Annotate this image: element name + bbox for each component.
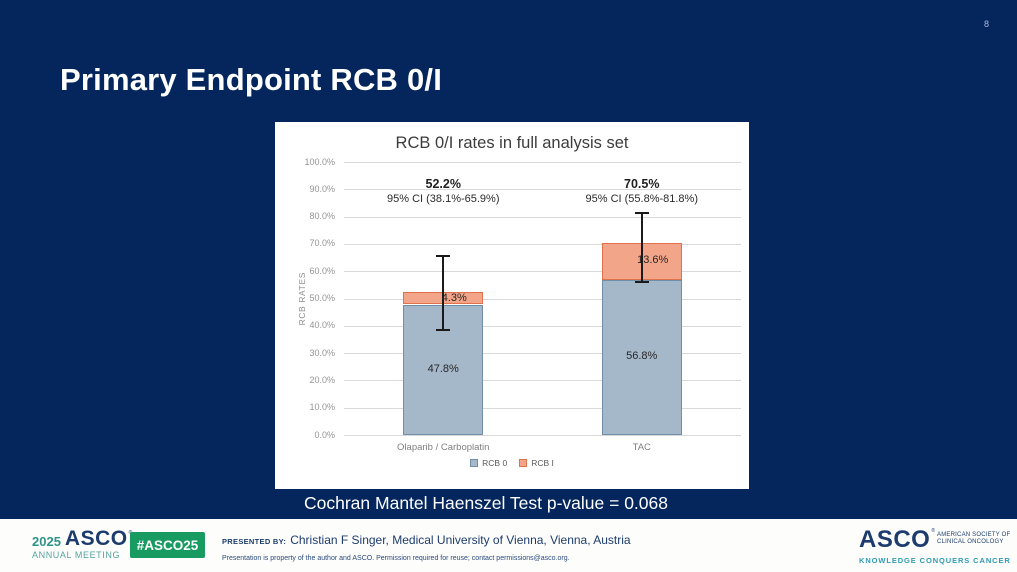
y-tick-label: 60.0%: [309, 265, 335, 276]
asco-annual-meeting-logo: 2025 ASCO ® ANNUAL MEETING: [32, 527, 132, 560]
asco-society-logo: ASCO ® AMERICAN SOCIETY OF CLINICAL ONCO…: [859, 528, 1011, 566]
gridline: [344, 298, 741, 300]
society-logo-row: ASCO ® AMERICAN SOCIETY OF CLINICAL ONCO…: [859, 528, 1011, 552]
meeting-brand: ASCO: [64, 527, 128, 550]
gridline: [344, 216, 741, 218]
segment-value-label: 47.8%: [427, 362, 459, 375]
y-tick-label: 20.0%: [309, 374, 335, 385]
presented-by-label: PRESENTED BY:: [222, 537, 287, 546]
gridline: [344, 435, 741, 436]
error-bar-part: [442, 255, 445, 331]
presented-line: PRESENTED BY: Christian F Singer, Medical…: [222, 531, 631, 549]
bar-segment-rcb0: [601, 279, 682, 435]
segment-value-label: 56.8%: [626, 350, 658, 363]
segment-value-label: 4.3%: [441, 291, 467, 304]
y-tick-label: 90.0%: [309, 183, 335, 194]
society-name-line2: CLINICAL ONCOLOGY: [937, 538, 1004, 545]
gridline: [344, 407, 741, 409]
error-bar-part: [634, 211, 649, 214]
category-label: TAC: [632, 442, 651, 453]
gridline: [344, 189, 741, 191]
category-label: Olaparib / Carboplatin: [397, 442, 490, 453]
p-value-note: Cochran Mantel Haenszel Test p-value = 0…: [304, 493, 668, 513]
segment-value-label: 13.6%: [637, 254, 669, 267]
ci-label: 95% CI (38.1%-65.9%): [387, 193, 500, 205]
y-tick-label: 100.0%: [304, 156, 335, 167]
hashtag-badge: #ASCO25: [130, 532, 205, 558]
society-brand: ASCO: [859, 526, 931, 553]
y-tick-label: 0.0%: [314, 429, 335, 440]
total-value-label: 70.5%: [624, 177, 660, 191]
y-tick-label: 70.0%: [309, 238, 335, 249]
y-tick-label: 80.0%: [309, 211, 335, 222]
total-value-label: 52.2%: [425, 177, 461, 191]
chart-panel: RCB 0/I rates in full analysis set RCB R…: [275, 122, 749, 489]
gridline: [344, 271, 741, 273]
legend-swatch-icon: [519, 459, 528, 467]
y-tick-label: 10.0%: [309, 402, 335, 413]
page-number: 8: [983, 19, 989, 29]
gridline: [344, 380, 741, 382]
slide-title: Primary Endpoint RCB 0/I: [60, 62, 443, 97]
error-bar-part: [436, 255, 451, 258]
error-bar: [634, 211, 649, 283]
gridline: [344, 325, 741, 327]
legend-item: RCB 0: [470, 458, 507, 468]
legend-swatch-icon: [470, 459, 479, 467]
meeting-year: 2025: [32, 533, 61, 549]
society-tagline: KNOWLEDGE CONQUERS CANCER: [859, 556, 1011, 565]
meeting-subtitle: ANNUAL MEETING: [32, 549, 121, 560]
gridline: [344, 243, 741, 245]
ci-label: 95% CI (55.8%-81.8%): [585, 193, 699, 205]
presented-block: PRESENTED BY: Christian F Singer, Medical…: [222, 531, 631, 562]
y-tick-label: 30.0%: [309, 347, 335, 358]
society-name-lines: AMERICAN SOCIETY OF CLINICAL ONCOLOGY: [937, 532, 1010, 546]
error-bar-part: [436, 328, 451, 331]
legend-item: RCB I: [519, 458, 554, 468]
error-bar-part: [634, 280, 649, 283]
error-bar-part: [640, 211, 643, 283]
chart-legend: RCB 0 RCB I: [275, 458, 749, 468]
legend-label: RCB 0: [482, 458, 508, 468]
disclaimer-text: Presentation is property of the author a…: [222, 555, 570, 562]
presenter-name: Christian F Singer, Medical University o…: [290, 533, 631, 547]
gridline: [344, 353, 741, 355]
gridline: [344, 162, 741, 163]
legend-label: RCB I: [531, 458, 554, 468]
meeting-logo-row: 2025 ASCO ®: [32, 527, 132, 550]
registered-mark-icon: ®: [931, 528, 936, 534]
y-tick-label: 50.0%: [309, 293, 335, 303]
society-name-line1: AMERICAN SOCIETY OF: [937, 532, 1011, 538]
chart-title: RCB 0/I rates in full analysis set: [395, 134, 629, 152]
y-tick-label: 40.0%: [309, 320, 335, 331]
chart-plot: 0.0% 10.0% 20.0% 30.0% 40.0% 50.0% 60.0% 70.0% 8…: [275, 122, 749, 489]
footer: 2025 ASCO ® ANNUAL MEETING #ASCO25 PRESE…: [0, 519, 1017, 572]
error-bar: [436, 255, 451, 331]
